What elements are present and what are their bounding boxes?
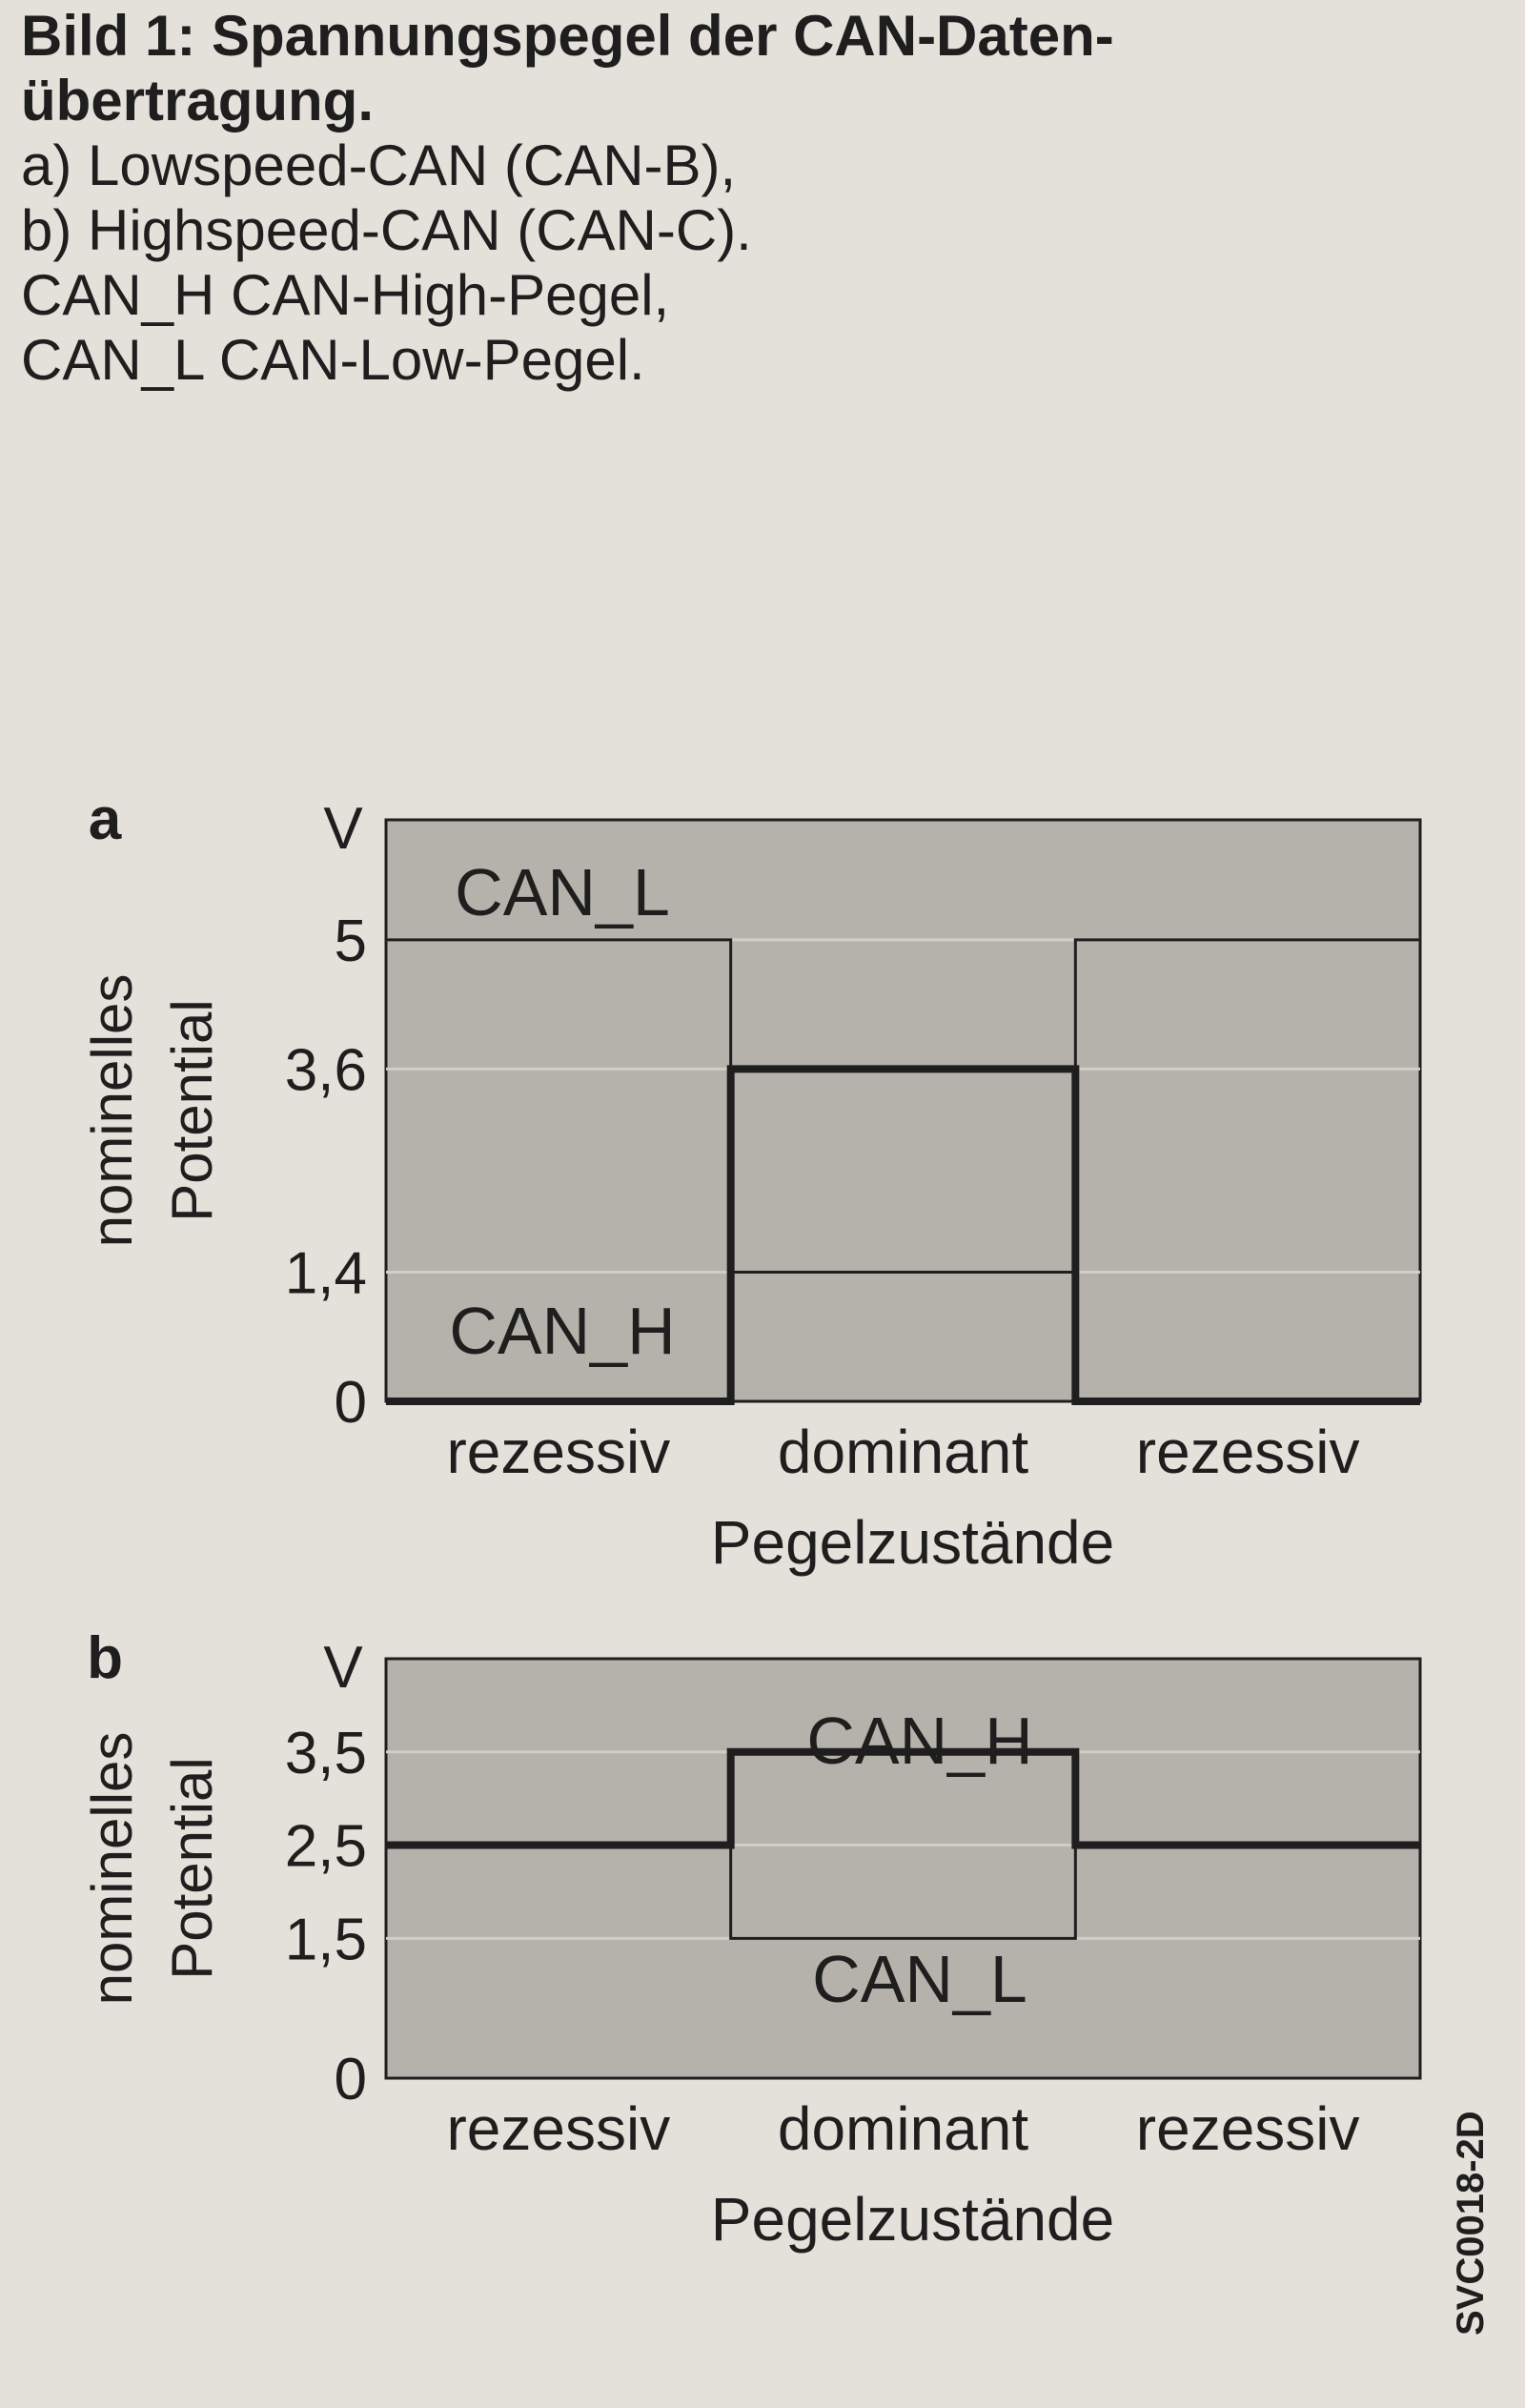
y-tick-label: 0 (335, 2047, 367, 2112)
x-category-label: rezessiv (1136, 1418, 1360, 1486)
x-axis-label: Pegelzustände (711, 1508, 1114, 1577)
caption-title: Bild 1: Spannungspegel der CAN-Daten- üb… (21, 4, 1114, 133)
x-category-label: dominant (778, 1418, 1029, 1486)
x-axis-label: Pegelzustände (711, 2185, 1114, 2254)
y-unit: V (323, 1635, 363, 1701)
y-axis-label-line1: nominelles (80, 974, 144, 1248)
x-category-label: rezessiv (446, 1418, 670, 1486)
caption-line-can-h: CAN_H CAN-High-Pegel, (21, 263, 670, 327)
y-unit: V (323, 796, 363, 862)
y-tick-label: 2,5 (285, 1814, 367, 1880)
series-label-can-l: CAN_L (812, 1942, 1027, 2016)
caption-line-can-l: CAN_L CAN-Low-Pegel. (21, 328, 645, 392)
x-category-label: rezessiv (1136, 2094, 1360, 2163)
caption-line-a: a) Lowspeed-CAN (CAN-B), (21, 133, 737, 197)
x-category-label: dominant (778, 2094, 1029, 2163)
series-line-can-h (386, 1065, 1420, 1405)
plot-area (384, 1657, 1422, 2080)
y-tick-label: 5 (335, 908, 367, 974)
series-label-can-h: CAN_H (806, 1704, 1032, 1778)
y-tick-label: 1,4 (285, 1240, 367, 1306)
series-line-can-l (386, 1844, 1420, 1940)
figure-caption: Bild 1: Spannungspegel der CAN-Daten- üb… (21, 4, 1470, 393)
chart-b-svg: CAN_H CAN_L b V 0 1,5 2,5 3,5 nominelles Potentia… (80, 1625, 1422, 2254)
y-axis-label-line2: Potential (160, 1757, 224, 1980)
chart-panel-b: CAN_H CAN_L b V 0 1,5 2,5 3,5 nominelles Potentia… (0, 1621, 1525, 2364)
y-axis-label-line1: nominelles (80, 1732, 144, 2006)
y-tick-label: 3,6 (285, 1037, 367, 1103)
plot-area (384, 818, 1422, 1403)
y-tick-label: 0 (335, 1370, 367, 1436)
y-tick-label: 1,5 (285, 1907, 367, 1972)
panel-label: b (87, 1625, 123, 1691)
y-axis-label-line2: Potential (160, 999, 224, 1222)
chart-panel-a: CAN_L CAN_H a V 0 1,4 3,6 5 nominelles Potential r… (0, 744, 1525, 1602)
figure-code: SVC0018-2D (1450, 2111, 1492, 2336)
panel-label: a (89, 786, 122, 852)
chart-a-svg: CAN_L CAN_H a V 0 1,4 3,6 5 nominelles Potential r… (80, 786, 1422, 1577)
caption-line-b: b) Highspeed-CAN (CAN-C). (21, 198, 752, 262)
figure-code-text: SVC0018-2D (1450, 2111, 1492, 2336)
y-tick-label: 3,5 (285, 1721, 367, 1786)
series-label-can-h: CAN_H (449, 1294, 675, 1368)
series-line-can-l (386, 938, 1420, 1274)
x-category-label: rezessiv (446, 2094, 670, 2163)
series-label-can-l: CAN_L (455, 855, 670, 929)
